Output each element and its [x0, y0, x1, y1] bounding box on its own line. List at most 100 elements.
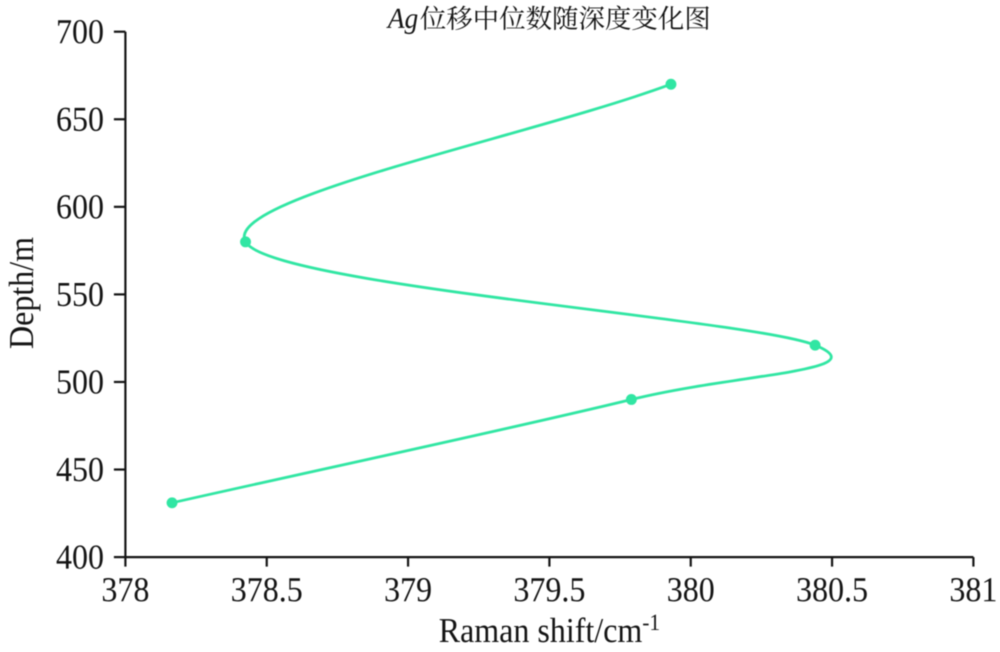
data-series	[166, 78, 833, 509]
glyph	[57, 107, 72, 132]
x-tick-label	[950, 577, 996, 602]
data-point-marker	[240, 236, 251, 248]
glyph	[16, 237, 33, 262]
glyph	[687, 6, 709, 30]
x-axis-ticks	[102, 557, 996, 602]
glyph	[500, 625, 513, 643]
glyph	[56, 458, 72, 482]
glyph	[134, 577, 149, 602]
glyph	[89, 457, 103, 482]
glyph	[89, 107, 103, 132]
glyph	[56, 545, 72, 569]
x-tick-label	[232, 577, 302, 602]
glyph	[385, 578, 399, 602]
x-tick-label	[668, 577, 714, 602]
glyph	[538, 625, 549, 643]
glyph	[550, 617, 566, 642]
glyph	[10, 327, 34, 349]
glyph	[526, 5, 552, 30]
glyph	[8, 271, 33, 287]
glyph	[632, 5, 657, 31]
chart-title	[386, 5, 709, 35]
chart-title-cjk-glyph	[420, 5, 446, 30]
y-tick-label	[56, 545, 103, 569]
glyph	[73, 19, 87, 44]
glyph	[288, 578, 302, 602]
glyph	[829, 577, 843, 602]
glyph	[546, 578, 561, 602]
glyph	[73, 282, 87, 307]
glyph	[420, 5, 446, 30]
glyph	[16, 312, 34, 325]
glyph	[439, 619, 461, 642]
glyph	[263, 577, 278, 602]
glyph	[73, 370, 87, 394]
glyph	[499, 5, 525, 30]
glyph	[73, 195, 87, 219]
chart-title-cjk-glyph	[579, 6, 605, 31]
glyph	[594, 618, 604, 643]
y-tick-label	[57, 282, 103, 307]
x-tick-label	[514, 578, 585, 602]
axes	[124, 31, 974, 559]
chart-title-cjk-glyph	[554, 5, 578, 31]
chart-title-cjk-glyph	[687, 6, 709, 30]
chart-title-cjk-glyph	[632, 5, 657, 31]
y-axis-label	[8, 237, 41, 349]
glyph	[248, 578, 262, 602]
chart-title-cjk-glyph	[475, 5, 498, 30]
x-axis-label-sup	[643, 614, 659, 630]
glyph	[651, 614, 659, 630]
glyph	[89, 195, 103, 219]
glyph	[89, 370, 103, 394]
glyph	[119, 578, 133, 602]
glyph	[699, 577, 714, 602]
y-tick-label	[57, 370, 103, 394]
glyph	[966, 577, 981, 602]
data-point-marker	[625, 394, 637, 405]
glyph	[57, 370, 71, 394]
glyph	[402, 578, 416, 602]
chart-title-latin	[386, 8, 418, 35]
glyph	[58, 20, 72, 44]
glyph	[57, 282, 71, 307]
glyph	[280, 597, 285, 602]
y-axis-label-text: Depth/m	[0, 0, 1, 1]
y-tick-label	[57, 195, 103, 219]
glyph	[846, 597, 850, 602]
glyph	[566, 618, 575, 642]
axis-spines	[124, 31, 974, 559]
glyph	[658, 5, 684, 30]
glyph	[514, 625, 529, 642]
glyph	[461, 625, 474, 643]
glyph	[232, 578, 246, 602]
y-tick-label	[57, 107, 103, 132]
chart-title-cjk-glyph	[658, 5, 684, 30]
x-axis-label	[439, 614, 659, 643]
glyph	[417, 578, 431, 602]
glyph	[668, 578, 682, 602]
glyph	[797, 578, 811, 602]
glyph	[585, 622, 595, 643]
glyph	[531, 578, 545, 602]
data-point-marker	[166, 497, 178, 509]
glyph	[813, 577, 827, 602]
glyph	[853, 578, 867, 602]
glyph	[514, 578, 529, 602]
y-axis-ticks	[56, 19, 126, 569]
glyph	[475, 5, 498, 30]
glyph	[575, 617, 586, 642]
glyph	[571, 578, 585, 602]
x-tick-label	[385, 578, 431, 602]
glyph	[950, 578, 965, 602]
glyph	[605, 5, 631, 31]
glyph	[89, 282, 103, 307]
x-axis-label-base	[439, 617, 642, 643]
chart-title-cjk-glyph	[499, 5, 525, 30]
chart-title-cjk-glyph	[526, 5, 552, 30]
glyph	[446, 5, 473, 31]
glyph	[73, 107, 87, 132]
glyph	[563, 597, 568, 602]
glyph	[57, 195, 72, 219]
